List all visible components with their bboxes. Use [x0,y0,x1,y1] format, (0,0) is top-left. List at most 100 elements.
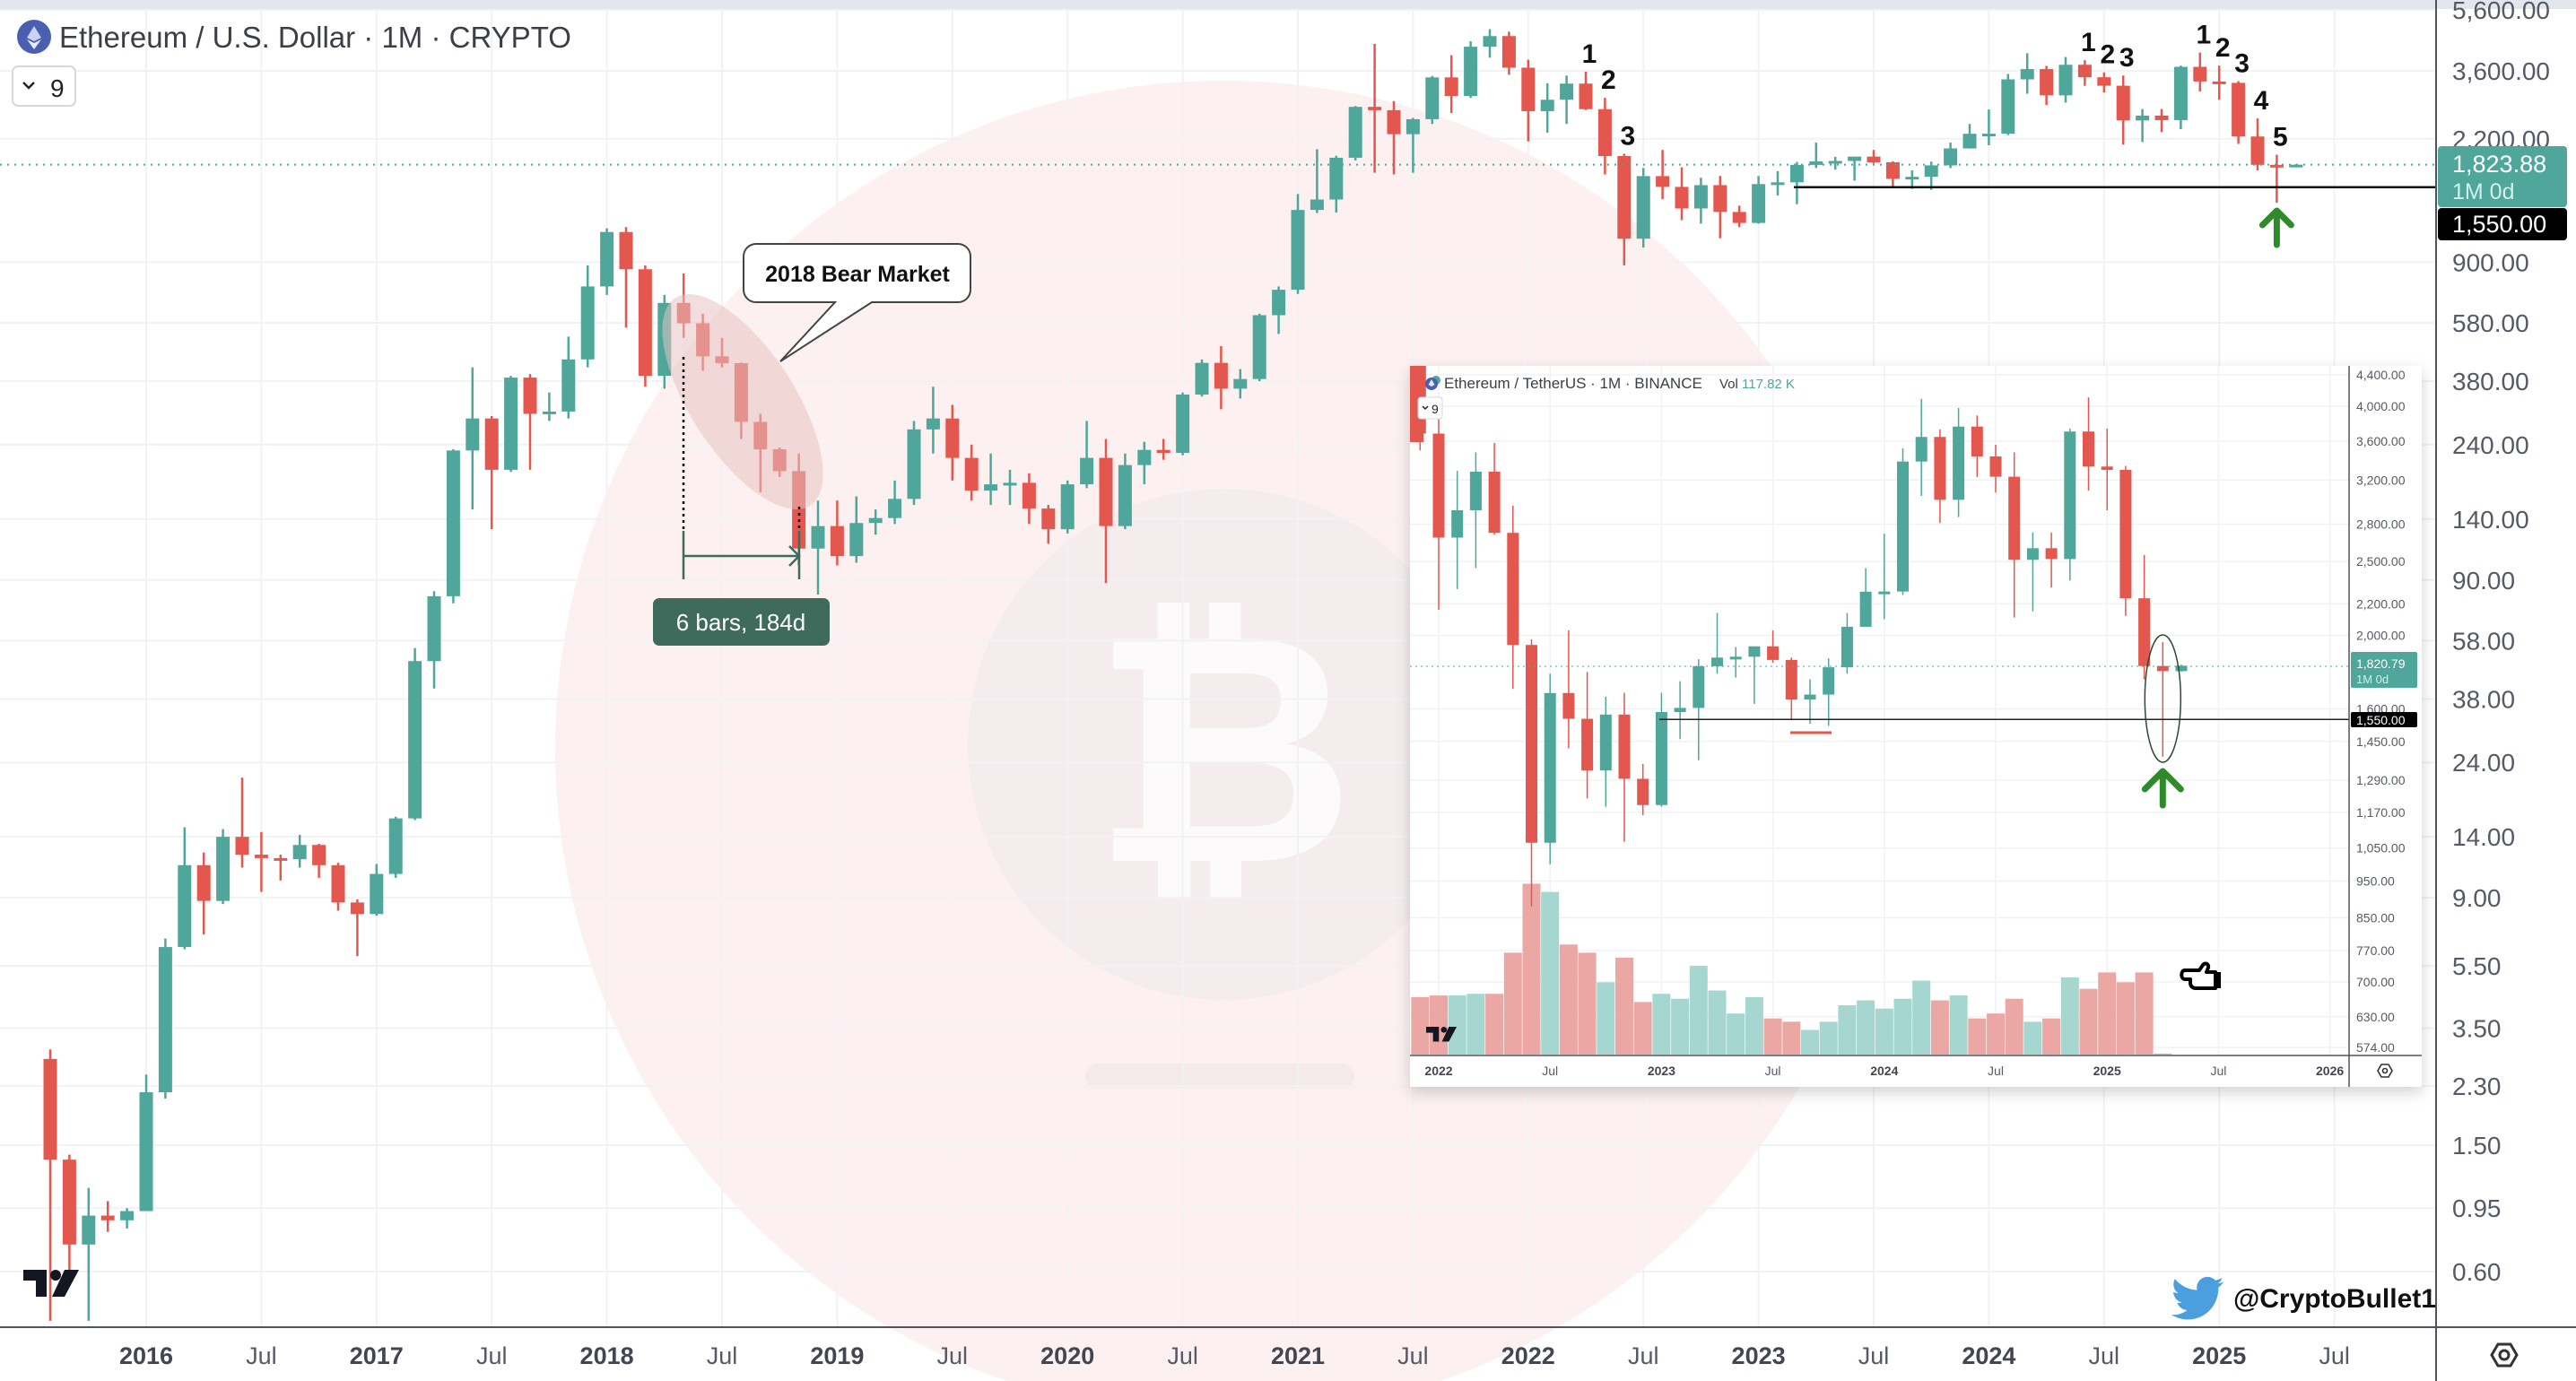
settings-icon[interactable] [2490,1342,2519,1368]
candle [1885,161,1900,187]
candle-body [1060,484,1075,530]
candle-body [1432,433,1445,538]
time-axis-label: 2018 [580,1342,634,1369]
candle [1464,41,1478,99]
candle [1636,168,1650,248]
candle [292,834,307,868]
candle [984,453,998,506]
candle [2008,452,2021,618]
price-axis-label: 90.00 [2452,567,2515,595]
inset-price-axis-label: 2,800.00 [2356,517,2406,531]
candle-body [1885,161,1900,179]
candle [2212,65,2226,100]
volume-bar [1671,998,1690,1055]
bear-market-callout[interactable]: 2018 Bear Market [743,243,971,362]
candle-body [1156,449,1171,454]
candle [1767,630,1780,664]
volume-bar [1597,982,1615,1055]
inset-plot[interactable] [1414,347,2188,907]
price-axis[interactable]: 5,600.003,600.002,200.00900.00580.00380.… [2452,0,2550,1286]
candle [849,496,864,563]
candle-body [1732,212,1746,223]
hand-pointer-icon [2180,961,2221,990]
candle-body [2289,164,2303,168]
inset-time-axis-label: Jul [1988,1064,2004,1078]
time-axis-label: Jul [937,1342,969,1369]
volume-bar [2042,1018,2061,1055]
level-price-tag [2438,208,2567,240]
volume-bar [1633,1002,1652,1055]
candle [370,864,384,916]
date-range-measure[interactable]: 6 bars, 184d [653,357,830,646]
candle-body [2064,431,2076,560]
time-axis-label: 2019 [810,1342,864,1369]
candle-body [331,864,345,903]
candle-body [1444,77,1458,97]
candle-body [1656,176,1670,187]
candle-body [1693,185,1708,209]
inset-price-axis-label: 1,050.00 [2356,841,2406,856]
candle-body [1859,591,1872,627]
candle [1272,286,1286,334]
candle [446,449,460,604]
candle [2077,60,2092,86]
candle-body [2058,65,2073,96]
volume-bar [1987,1013,2005,1055]
time-axis[interactable]: 2016 Jul 2017 Jul 2018 Jul 2019 Jul 2020 Jul 2021 J… [119,1342,2350,1369]
inset-chart[interactable]: 4,400.00 4,000.00 3,600.00 3,200.00 2,800.00… [1410,347,2422,1087]
candle [388,816,403,878]
candle-body [1944,148,1958,166]
time-axis-label: 2024 [1962,1342,2015,1369]
candle [62,1154,76,1272]
inset-settings-icon[interactable] [2377,1064,2393,1078]
volume-bar [1522,883,1541,1055]
ethereum-tether-icon [1425,376,1440,390]
candle-body [196,864,211,901]
candle [1693,659,1705,760]
volume-bar [1466,994,1485,1055]
candle [1953,407,1965,517]
inset-wick-highlight[interactable] [2144,634,2182,763]
candle [1310,149,1324,213]
candle [1867,150,1881,164]
candle-body [1464,47,1478,97]
inset-price-axis-label: 770.00 [2356,943,2395,958]
inset-price-axis-label: 850.00 [2356,911,2395,925]
bear-market-highlight[interactable] [631,270,854,534]
candle-body [62,1160,76,1245]
candle-body [1118,465,1132,526]
candle-body [1771,182,1785,186]
price-axis-label: 3.50 [2452,1015,2502,1043]
candle-body [523,378,537,414]
candle-body [1348,107,1362,158]
wave-count-label: 3 [2234,49,2250,79]
candle-body [1804,694,1816,700]
candle-body [1729,656,1742,660]
volume-bar [1652,994,1671,1055]
candle-body [2097,77,2111,86]
candle-body [1848,156,1862,161]
candle-body [1176,394,1190,454]
candle-body [945,418,960,458]
level-price: 1,550.00 [2452,211,2546,238]
inset-price-axis[interactable]: 4,400.00 4,000.00 3,600.00 3,200.00 2,800.00… [2356,368,2406,1055]
candle [1444,55,1458,114]
indicator-toggle-button[interactable]: 9 [12,65,76,107]
candle-body [2020,69,2034,80]
candle [331,863,345,911]
candle [1252,313,1266,382]
volume-bar [1411,996,1430,1055]
candle [504,376,518,473]
inset-volume [1411,883,2172,1055]
candle [1214,345,1228,410]
candle [178,827,192,950]
candle [350,899,364,957]
price-axis-label: 240.00 [2452,431,2529,459]
candle [1771,170,1785,195]
candle-body [1544,692,1556,843]
inset-indicator-toggle-button[interactable]: 9 [1417,396,1443,420]
candle [235,777,249,868]
candle [1022,473,1036,525]
inset-time-axis[interactable]: 2022 Jul 2023 Jul 2024 Jul 2025 Jul 2026 [1424,1064,2344,1078]
